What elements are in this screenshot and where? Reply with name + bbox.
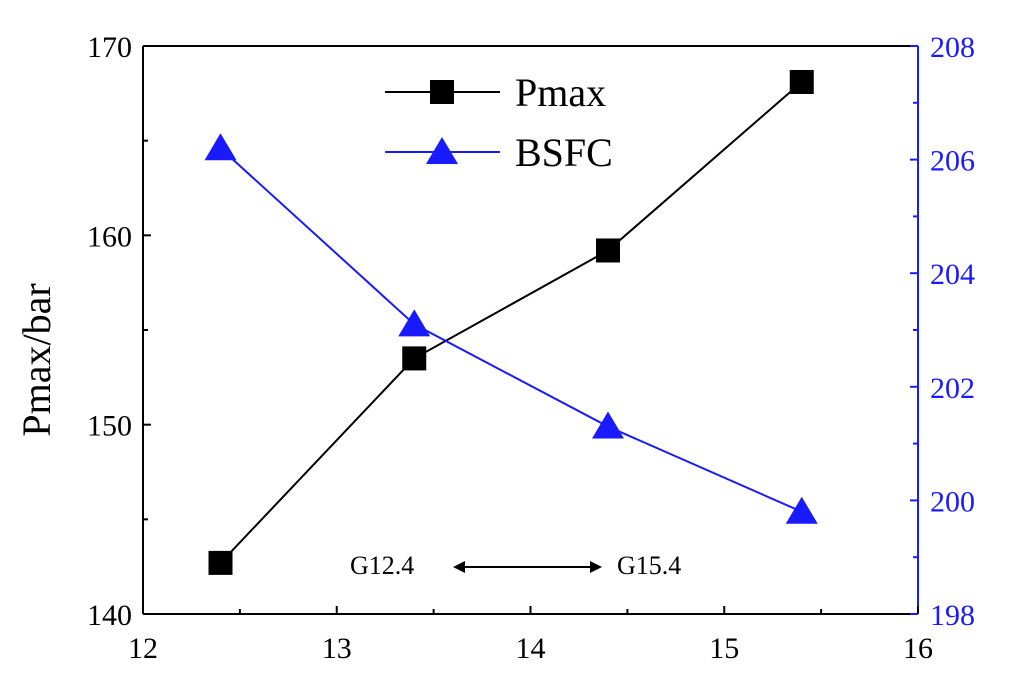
series-pmax	[208, 69, 814, 575]
y-left-tick-label: 160	[87, 220, 132, 253]
y-axis-left: 140 150 160 170	[87, 31, 151, 632]
pmax-point	[789, 69, 814, 94]
x-tick-label: 15	[709, 632, 739, 665]
x-tick-label: 14	[516, 632, 546, 665]
y-left-tick-label: 140	[87, 599, 132, 632]
legend: Pmax BSFC	[385, 70, 613, 175]
y-right-tick-label: 208	[930, 31, 975, 64]
pmax-point	[402, 346, 427, 371]
legend-label-pmax: Pmax	[515, 70, 606, 115]
pmax-line	[219, 81, 803, 564]
bsfc-point	[785, 496, 818, 524]
series-bsfc	[204, 133, 818, 524]
bsfc-point	[204, 133, 237, 161]
y-right-tick-label: 200	[930, 485, 975, 518]
y-right-tick-label: 198	[930, 599, 975, 632]
y-axis-left-title: Pmax/bar	[14, 283, 59, 436]
annotation-arrowhead-left	[453, 561, 465, 573]
legend-marker-bsfc	[426, 137, 458, 164]
x-tick-label: 13	[322, 632, 352, 665]
annotation-left-label: G12.4	[350, 551, 414, 580]
legend-marker-pmax	[430, 80, 454, 104]
annotation: G12.4 G15.4	[350, 551, 681, 580]
legend-item-pmax: Pmax	[385, 70, 606, 115]
y-right-tick-label: 206	[930, 145, 975, 178]
bsfc-point	[398, 309, 431, 337]
x-axis: 12 13 14 15 16	[128, 606, 933, 665]
y-right-tick-label: 202	[930, 372, 975, 405]
y-left-tick-label: 170	[87, 31, 132, 64]
x-tick-label: 16	[903, 632, 933, 665]
annotation-arrowhead-right	[590, 561, 602, 573]
legend-item-bsfc: BSFC	[385, 130, 613, 175]
y-left-tick-label: 150	[87, 410, 132, 443]
y-right-tick-label: 204	[930, 258, 975, 291]
y-axis-right: 198 200 202 204 206 208	[910, 31, 975, 632]
pmax-point	[596, 238, 620, 263]
x-tick-label: 12	[128, 632, 158, 665]
legend-label-bsfc: BSFC	[515, 130, 613, 175]
series-layer	[204, 69, 818, 575]
pmax-point	[208, 550, 233, 575]
annotation-right-label: G15.4	[617, 551, 681, 580]
bsfc-line	[219, 147, 803, 513]
bsfc-point	[592, 411, 624, 439]
